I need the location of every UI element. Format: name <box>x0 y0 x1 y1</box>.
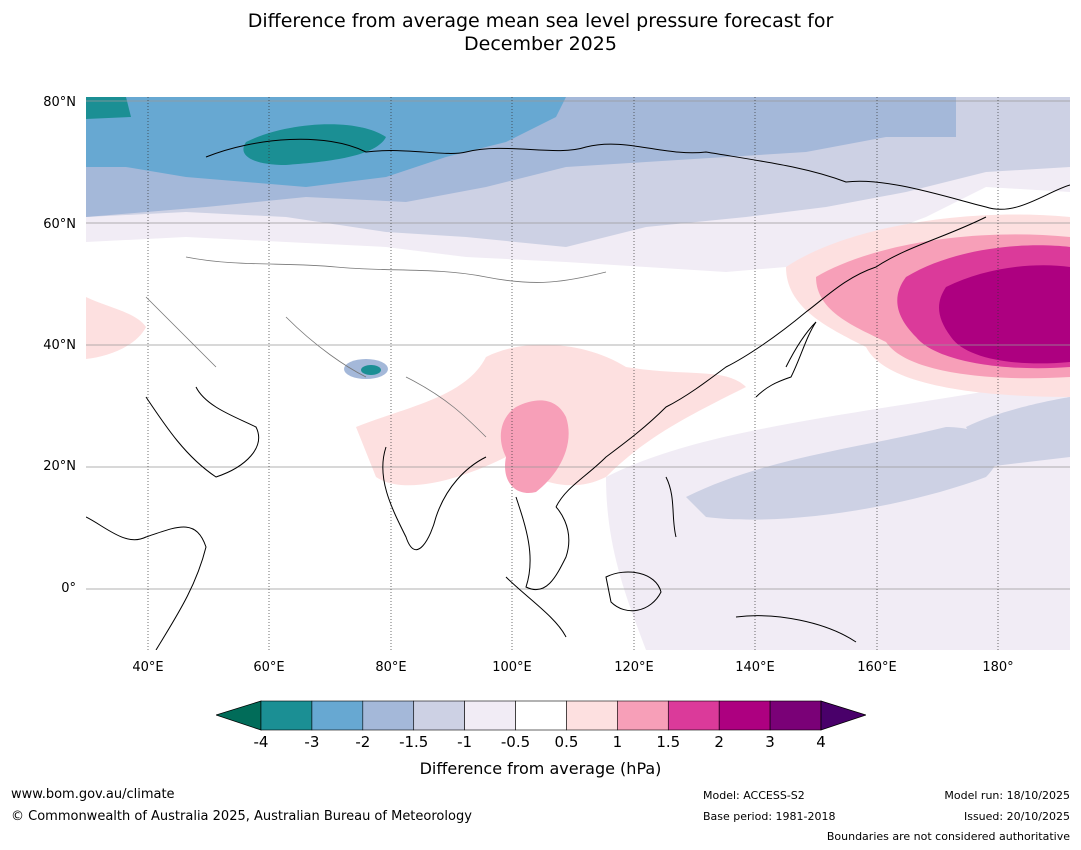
east-asia-coast <box>555 216 987 508</box>
lat-label-60n: 60°N <box>43 217 76 232</box>
colorbar-label: Difference from average (hPa) <box>419 759 662 778</box>
lon-label-120e: 120°E <box>614 660 654 675</box>
colorbar-tick-label: -4 <box>253 733 269 751</box>
lat-label-80n: 80°N <box>43 95 76 110</box>
lon-label-40e: 40°E <box>132 660 164 675</box>
colorbar-segment <box>667 700 720 731</box>
map-svg <box>86 97 1070 650</box>
africa-coast <box>86 516 207 650</box>
asia-positive-pink <box>500 400 569 493</box>
border-lines <box>145 256 607 438</box>
colorbar-tick-label: -1 <box>457 733 473 751</box>
pacific-negative-light <box>686 427 999 520</box>
pacific-negative-light-2 <box>966 397 1070 467</box>
colorbar-segment <box>718 700 771 731</box>
lat-label-20n: 20°N <box>43 459 76 474</box>
colorbar-tick-label: 1 <box>612 733 623 751</box>
coastlines <box>86 138 1070 650</box>
base-period: Base period: 1981-2018 <box>703 810 836 823</box>
new-guinea <box>735 615 857 643</box>
colorbar-tick-label: -0.5 <box>500 733 531 751</box>
map-title: Difference from average mean sea level p… <box>0 10 1081 56</box>
meridians <box>147 97 999 650</box>
colorbar-tick-label: 0.5 <box>554 733 579 751</box>
sumatra <box>505 576 567 638</box>
colorbar-tick-label: -2 <box>355 733 371 751</box>
pressure-anomaly-map <box>86 97 1070 650</box>
central-asia-negative-core <box>361 365 381 375</box>
lon-label-160e: 160°E <box>857 660 897 675</box>
arctic-coast <box>205 138 1070 210</box>
lon-label-60e: 60°E <box>253 660 285 675</box>
model-name: Model: ACCESS-S2 <box>703 789 805 802</box>
colorbar-segment <box>515 700 567 731</box>
japan-islands <box>755 321 817 398</box>
colorbar-segment <box>362 700 415 731</box>
negative-anomaly-core <box>86 97 386 165</box>
colorbar-over-triangle <box>820 700 866 731</box>
colorbar-tick-label: 3 <box>765 733 775 751</box>
model-run: Model run: 18/10/2025 <box>944 789 1070 802</box>
colorbar-tick-label: -3 <box>304 733 320 751</box>
colorbar-segment <box>464 700 516 731</box>
southeast-asia-coast <box>515 496 570 591</box>
title-line-2: December 2025 <box>464 33 617 55</box>
colorbar-segment <box>566 700 618 731</box>
colorbar-tick-label: 1.5 <box>656 733 681 751</box>
title-line-1: Difference from average mean sea level p… <box>247 10 834 32</box>
boundaries-disclaimer: Boundaries are not considered authoritat… <box>826 830 1070 843</box>
borders <box>145 256 607 438</box>
colorbar-tick-label: 4 <box>816 733 826 751</box>
website-link[interactable]: www.bom.gov.au/climate <box>11 787 175 802</box>
lat-label-40n: 40°N <box>43 338 76 353</box>
colorbar-segment <box>260 700 313 731</box>
borneo <box>605 571 662 612</box>
west-asia-positive <box>86 297 146 359</box>
lat-label-0: 0° <box>61 581 76 596</box>
lon-label-80e: 80°E <box>375 660 407 675</box>
copyright: © Commonwealth of Australia 2025, Austra… <box>11 809 472 824</box>
india-coast <box>382 446 487 551</box>
anomaly-fields <box>86 97 1070 650</box>
philippines <box>665 476 677 538</box>
lon-label-140e: 140°E <box>735 660 775 675</box>
arabia-coast <box>145 386 260 478</box>
issued-date: Issued: 20/10/2025 <box>963 810 1070 823</box>
colorbar-segment <box>311 700 364 731</box>
colorbar-under-triangle <box>216 700 262 731</box>
colorbar <box>216 700 866 731</box>
colorbar-segment <box>617 700 669 731</box>
colorbar-tick-label: 2 <box>714 733 724 751</box>
colorbar-segment <box>413 700 465 731</box>
colorbar-tick-label: -1.5 <box>399 733 429 751</box>
lon-label-100e: 100°E <box>492 660 532 675</box>
lon-label-180: 180° <box>982 660 1014 675</box>
positive-anomaly-core <box>939 265 1070 364</box>
gridlines <box>86 100 1070 590</box>
colorbar-segment <box>769 700 822 731</box>
